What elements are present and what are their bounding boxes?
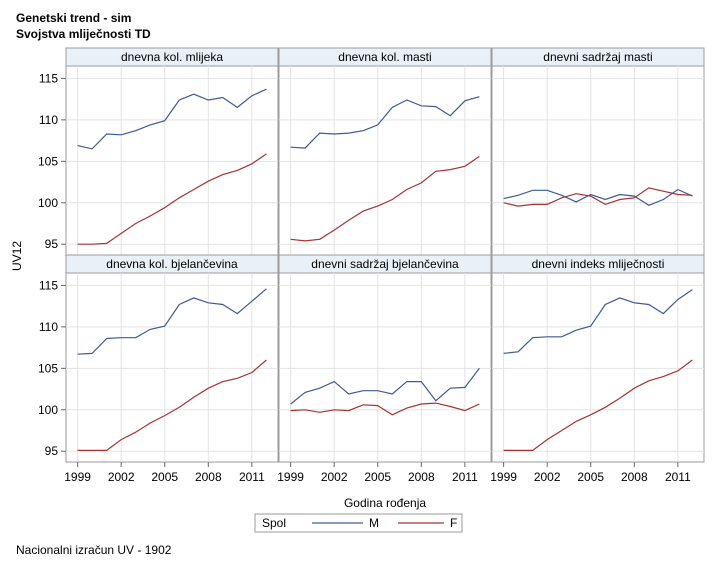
x-tick-label: 2005 <box>577 470 604 484</box>
series-line-f <box>290 402 480 416</box>
x-tick-label: 1999 <box>490 470 517 484</box>
x-tick-label: 1999 <box>64 470 91 484</box>
y-axis-label: UV12 <box>10 241 24 271</box>
legend-label-f: F <box>450 516 457 530</box>
y-tick-label: 105 <box>38 361 58 375</box>
x-tick-label: 2002 <box>534 470 561 484</box>
legend-title: Spol <box>262 516 286 530</box>
series-line-m <box>290 96 480 149</box>
panel-plot-area <box>491 272 705 463</box>
series-line-f <box>77 153 267 245</box>
panel-plot-area <box>65 272 279 463</box>
series-line-f <box>503 359 693 451</box>
y-tick-label: 110 <box>39 113 58 127</box>
x-axis-label: Godina rođenja <box>344 496 426 510</box>
x-tick-label: 2002 <box>108 470 135 484</box>
x-tick-label: 2005 <box>364 470 391 484</box>
chart-title: Genetski trend - sim <box>16 11 132 25</box>
x-tick-label: 2011 <box>665 470 691 484</box>
y-tick-label: 100 <box>38 196 58 210</box>
x-tick-label: 2005 <box>151 470 178 484</box>
legend-label-m: M <box>369 516 379 530</box>
series-line-f <box>503 187 693 207</box>
panel-title: dnevna kol. masti <box>338 50 431 64</box>
series-line-m <box>503 289 693 354</box>
panel-title: dnevni sadržaj masti <box>543 50 652 64</box>
panel-title: dnevni sadržaj bjelančevina <box>311 257 459 271</box>
series-line-f <box>290 155 480 242</box>
panel-title: dnevni indeks mliječnosti <box>532 257 665 271</box>
x-tick-label: 2011 <box>452 470 478 484</box>
panel-plot-area <box>278 65 492 256</box>
y-tick-label: 105 <box>38 154 58 168</box>
series-line-m <box>503 188 693 206</box>
series-line-f <box>77 359 267 451</box>
x-tick-label: 1999 <box>277 470 304 484</box>
series-line-m <box>290 367 480 405</box>
y-tick-label: 110 <box>39 320 58 334</box>
x-tick-label: 2002 <box>321 470 348 484</box>
panel-title: dnevna kol. bjelančevina <box>106 257 238 271</box>
y-tick-label: 100 <box>38 403 58 417</box>
footnote: Nacionalni izračun UV - 1902 <box>16 543 172 557</box>
panel-plot-area <box>278 272 492 463</box>
y-tick-label: 95 <box>45 444 59 458</box>
series-line-m <box>77 288 267 355</box>
y-tick-label: 115 <box>39 71 58 85</box>
y-tick-label: 115 <box>39 278 58 292</box>
x-tick-label: 2008 <box>621 470 648 484</box>
x-tick-label: 2008 <box>408 470 435 484</box>
series-line-m <box>77 88 267 150</box>
panel-title: dnevna kol. mlijeka <box>121 50 223 64</box>
panel-plot-area <box>491 65 705 256</box>
x-tick-label: 2011 <box>239 470 265 484</box>
x-tick-label: 2008 <box>195 470 222 484</box>
chart-subtitle: Svojstva mliječnosti TD <box>16 27 151 41</box>
panel-plot-area <box>65 65 279 256</box>
y-tick-label: 95 <box>45 237 59 251</box>
